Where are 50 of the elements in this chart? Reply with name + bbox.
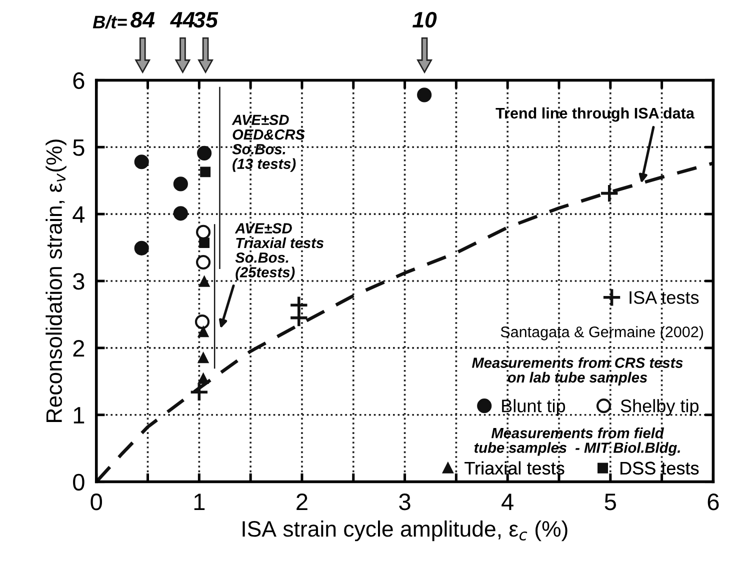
point	[200, 166, 211, 178]
annotation: AVE±SD OED&CRS So.Bos. (13 tests)	[232, 114, 305, 172]
point	[199, 276, 210, 287]
point	[196, 254, 211, 270]
annotation: Measurements from field tube samples - MIT Biol.Bldg.	[474, 428, 680, 456]
point	[134, 154, 149, 170]
text: 35	[193, 12, 218, 28]
y-tick-label: 5	[73, 139, 84, 156]
point	[173, 176, 188, 192]
annotation: Trend line through ISA data	[496, 107, 695, 122]
y-tick-label: 0	[73, 474, 84, 491]
legend-label: Triaxial tests	[464, 461, 564, 475]
text: 44	[170, 12, 195, 28]
point	[199, 238, 210, 248]
x-axis-title: ISA strain cycle amplitude, ε$_{c}$ (%)	[242, 520, 568, 542]
y-axis-title: Reconsolidation strain, ε$_{v}$(%)	[46, 140, 66, 422]
point	[173, 206, 188, 221]
point	[194, 314, 210, 330]
x-tick-label: 2	[296, 494, 308, 510]
text: 10	[412, 12, 437, 28]
annotation: AVE±SD Triaxial tests So.Bos. (25tests)	[234, 223, 324, 280]
point	[198, 352, 208, 364]
point	[196, 224, 211, 240]
x-tick-label: 3	[399, 494, 410, 510]
point	[189, 382, 209, 402]
annotation: Measurements from CRS tests on lab tube samples	[472, 357, 683, 386]
x-tick-label: 5	[604, 494, 616, 510]
y-tick-label: 4	[72, 206, 85, 223]
legend-label: Shelby tip	[620, 399, 699, 416]
y-tick-label: 6	[73, 72, 84, 89]
x-tick-label: 0	[90, 494, 102, 510]
annotation: Santagata & Germaine (2002)	[500, 326, 704, 340]
x-tick-label: 1	[194, 494, 205, 510]
y-tick-label: 1	[74, 407, 84, 424]
point	[600, 184, 620, 204]
point	[198, 374, 208, 384]
point	[134, 240, 149, 256]
point	[289, 308, 309, 328]
text: 84	[130, 12, 155, 28]
text: B/t=	[92, 15, 127, 29]
point	[198, 326, 208, 338]
x-tick-label: 4	[502, 494, 514, 510]
legend-label: Blunt tip	[502, 399, 566, 416]
legend-label: ISA tests	[630, 291, 699, 304]
legend-label: DSS tests	[620, 462, 699, 475]
y-tick-label: 2	[73, 340, 84, 356]
point	[417, 88, 432, 102]
point	[197, 146, 212, 160]
y-tick-label: 3	[73, 273, 84, 290]
x-tick-label: 6	[708, 494, 719, 510]
